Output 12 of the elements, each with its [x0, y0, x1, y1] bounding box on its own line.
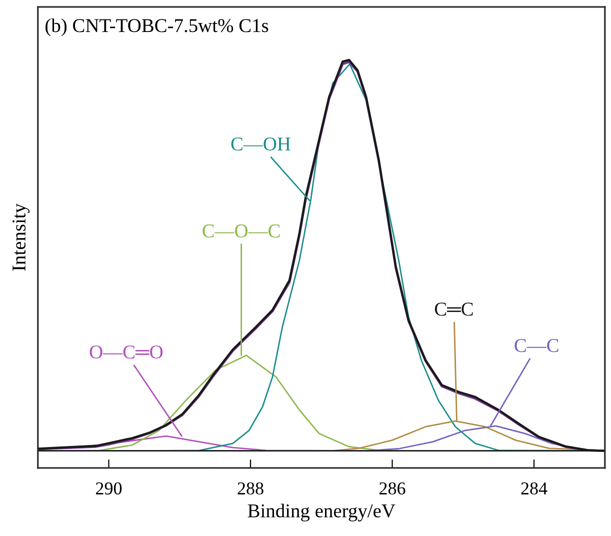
- x-tick-label: 290: [96, 482, 122, 495]
- x-axis-title: Binding energy/eV: [248, 504, 396, 522]
- x-tick-label: 286: [380, 482, 406, 495]
- annotation: C—C: [514, 339, 558, 352]
- annotation: C—O—C: [202, 224, 280, 238]
- annotation: C—OH: [231, 137, 290, 151]
- y-axis-title: Intensity: [12, 204, 30, 271]
- x-tick-label: 288: [238, 482, 264, 495]
- x-tick-label: 284: [521, 482, 548, 495]
- annotation: O—C═O: [90, 345, 163, 359]
- annotation: C═C: [434, 302, 473, 316]
- chart-title: (b) CNT-TOBC-7.5wt% C1s: [46, 18, 268, 36]
